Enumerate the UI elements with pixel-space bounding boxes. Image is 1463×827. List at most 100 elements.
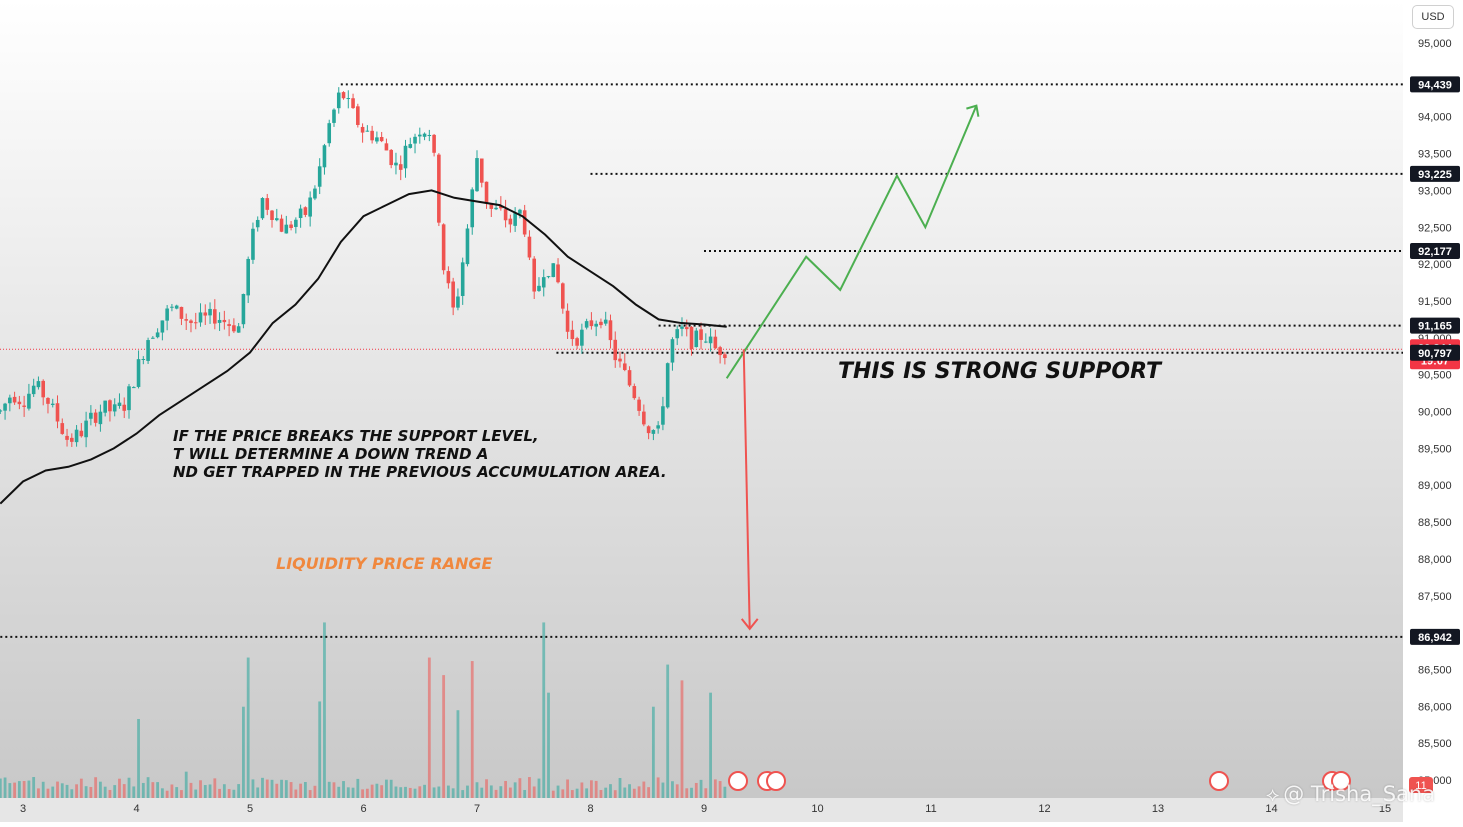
candle-body [589,320,594,327]
price-axis-label: 86,500 [1418,664,1452,676]
candle-body [232,325,236,332]
candle-body [346,98,351,100]
candle-body [713,336,718,349]
candle-body [22,405,26,407]
price-axis-label: 85,500 [1418,738,1452,750]
volume-bar [89,786,93,798]
time-axis-label: 15 [1379,803,1391,815]
level-price-tag [1410,243,1460,260]
candle-body [65,435,69,440]
candle-body [155,332,160,338]
candle-body [622,363,627,371]
candle-body [675,329,680,339]
candle-body [398,164,403,170]
price-axis-ticks: 95,00094,50094,00093,50093,00092,50092,0… [1418,38,1452,787]
currency-button[interactable]: USD [1412,5,1454,29]
volume-bar [637,786,641,798]
time-axis-label: 6 [360,803,366,815]
candle-body [332,109,336,123]
volume-bar [275,783,279,798]
horizontal-levels[interactable] [0,83,1403,638]
price-tag-value: 94,439 [1418,79,1452,91]
event-count-badge[interactable] [1409,777,1433,793]
flash-event-icon[interactable] [728,771,748,791]
candle-body [422,133,427,137]
candle-body [661,406,665,425]
candle-body [575,338,579,346]
bearish-projection-arrow[interactable] [740,349,759,631]
volume-bar [94,777,98,798]
candle-body [341,92,346,99]
volume-bar [261,777,264,798]
moving-average-line [0,189,727,505]
volume-bar [151,782,155,798]
volume-bar [713,779,717,798]
volume-bar [280,779,283,798]
volume-bar [313,785,317,798]
candle-body [561,283,565,309]
volume-bar [561,789,565,798]
volume-bar [294,789,298,798]
candle-body [656,425,660,429]
time-axis-label: 4 [133,803,139,815]
volume-bar [532,786,536,798]
price-axis-label: 89,000 [1418,480,1452,492]
volume-bar [141,782,145,798]
volume-bar [642,781,646,798]
volume-bar [189,782,193,798]
candle-body [89,412,93,419]
breakdown-line-1: IF THE PRICE BREAKS THE SUPPORT LEVEL, [173,427,539,445]
bullish-projection-path[interactable] [725,105,978,379]
candle-body [460,262,465,296]
level-price-tag [1410,344,1460,361]
volume-bar [547,692,550,798]
candle-body [31,385,36,395]
candle-body [637,399,641,411]
candle-body [294,219,298,227]
candle-body [50,403,55,405]
volume-bar [590,780,593,798]
us-flag-event-icon[interactable] [766,771,786,791]
candle-body [699,329,703,340]
volume-bar [675,784,679,798]
time-axis-label: 8 [587,803,593,815]
candle-body [189,320,193,323]
volume-bar [399,787,403,798]
candle-body [313,188,317,199]
price-axis-label: 95,000 [1418,38,1452,50]
volume-bar [594,780,598,798]
candle-body [122,404,127,411]
volume-bar [41,781,45,798]
volume-bar [718,781,722,798]
volume-bar [461,790,465,798]
volume-bar [246,657,250,798]
price-axis-label: 88,000 [1418,554,1452,566]
volume-bar [232,789,236,798]
volume-bar [599,790,603,798]
volume-bar [237,784,241,798]
candle-body [184,319,189,321]
us-flag-event-icon[interactable] [1209,771,1229,791]
volume-bar [242,706,245,798]
candle-body [370,130,374,141]
candle-body [608,320,613,341]
event-icons[interactable]: 11 [728,771,1433,793]
candle-body [217,319,222,323]
candle-body [417,134,422,137]
volume-bar [199,780,202,798]
candle-body [680,326,684,329]
volume-bar [127,777,131,798]
candle-body [508,218,513,225]
candle-body [665,363,670,408]
volume-bar [99,781,102,798]
us-flag-event-icon[interactable] [1331,771,1351,791]
candle-body [70,437,74,442]
volume-bar [79,778,83,798]
volume-bar [218,788,221,798]
volume-bar [418,786,422,798]
candle-body [618,358,622,362]
price-axis-label: 89,500 [1418,443,1452,455]
time-axis-label: 14 [1265,803,1277,815]
